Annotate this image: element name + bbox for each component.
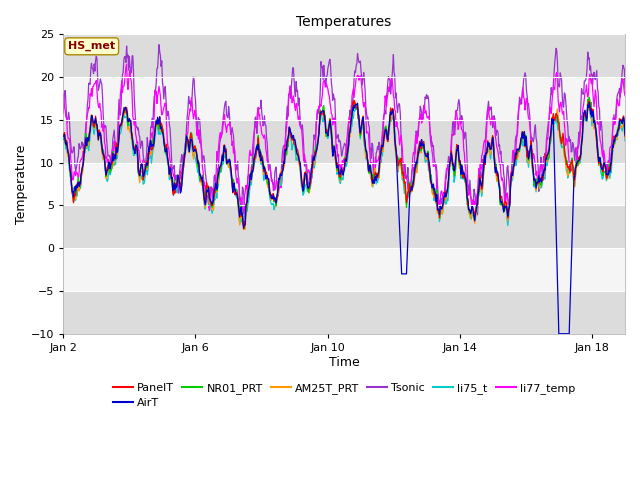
li77_temp — [123, 61, 131, 67]
AM25T_PRT — [399, 175, 406, 180]
Legend: PanelT, AirT, NR01_PRT, AM25T_PRT, Tsonic, li75_t, li77_temp: PanelT, AirT, NR01_PRT, AM25T_PRT, Tsoni… — [108, 378, 580, 413]
li77_temp — [399, 161, 407, 167]
li75_t — [621, 138, 629, 144]
Line: li77_temp: li77_temp — [63, 64, 625, 214]
AM25T_PRT — [490, 142, 497, 147]
li77_temp — [351, 83, 359, 88]
AM25T_PRT — [351, 99, 358, 105]
li75_t — [351, 108, 358, 114]
Tsonic — [351, 70, 359, 75]
NR01_PRT — [240, 222, 248, 228]
Tsonic — [241, 216, 249, 221]
PanelT — [135, 172, 143, 178]
Bar — [63, 120, 625, 163]
PanelT — [351, 100, 359, 106]
PanelT — [124, 108, 131, 114]
Bar — [63, 205, 625, 248]
Tsonic — [174, 180, 182, 185]
AM25T_PRT — [621, 136, 629, 142]
AM25T_PRT — [124, 116, 131, 122]
X-axis label: Time: Time — [329, 356, 360, 369]
NR01_PRT — [351, 105, 358, 111]
PanelT — [350, 97, 358, 103]
AM25T_PRT — [60, 131, 67, 137]
Tsonic — [124, 55, 131, 60]
AM25T_PRT — [240, 227, 248, 232]
Tsonic — [60, 111, 67, 117]
NR01_PRT — [586, 95, 593, 100]
PanelT — [490, 150, 498, 156]
li75_t — [241, 226, 249, 232]
li77_temp — [60, 91, 67, 97]
Line: AM25T_PRT: AM25T_PRT — [63, 101, 625, 229]
Title: Temperatures: Temperatures — [296, 15, 392, 29]
li75_t — [60, 136, 67, 142]
NR01_PRT — [173, 182, 180, 188]
AirT — [350, 102, 358, 108]
AM25T_PRT — [135, 174, 143, 180]
li75_t — [399, 177, 406, 183]
li77_temp — [124, 86, 132, 92]
AirT — [124, 111, 131, 117]
PanelT — [60, 132, 67, 137]
NR01_PRT — [60, 136, 67, 142]
AirT — [489, 135, 497, 141]
AirT — [173, 183, 180, 189]
li77_temp — [174, 180, 182, 185]
Y-axis label: Temperature: Temperature — [15, 144, 28, 224]
AM25T_PRT — [173, 183, 180, 189]
AirT — [555, 331, 563, 336]
NR01_PRT — [399, 172, 406, 178]
Bar — [63, 291, 625, 334]
Tsonic — [155, 42, 163, 48]
li75_t — [124, 118, 131, 124]
Tsonic — [621, 85, 629, 91]
AirT — [398, 271, 406, 277]
PanelT — [399, 169, 407, 175]
li75_t — [586, 98, 593, 104]
Line: NR01_PRT: NR01_PRT — [63, 97, 625, 225]
li77_temp — [621, 93, 629, 98]
NR01_PRT — [490, 135, 497, 141]
AirT — [135, 169, 143, 175]
li75_t — [490, 143, 497, 148]
li75_t — [173, 190, 180, 195]
PanelT — [240, 223, 248, 228]
PanelT — [173, 183, 180, 189]
AirT — [60, 133, 67, 139]
Text: HS_met: HS_met — [68, 41, 115, 51]
NR01_PRT — [124, 114, 131, 120]
PanelT — [621, 133, 629, 139]
Line: AirT: AirT — [63, 103, 625, 334]
li77_temp — [240, 211, 248, 216]
Tsonic — [135, 132, 143, 138]
NR01_PRT — [135, 168, 143, 174]
Line: li75_t: li75_t — [63, 101, 625, 229]
AirT — [621, 132, 629, 138]
Tsonic — [490, 113, 498, 119]
Line: PanelT: PanelT — [63, 100, 625, 226]
AM25T_PRT — [586, 98, 593, 104]
Bar — [63, 35, 625, 77]
Tsonic — [399, 172, 407, 178]
AirT — [586, 100, 593, 106]
li75_t — [135, 173, 143, 179]
Line: Tsonic: Tsonic — [63, 45, 625, 218]
li77_temp — [490, 120, 498, 126]
li77_temp — [136, 155, 143, 161]
NR01_PRT — [621, 130, 629, 135]
